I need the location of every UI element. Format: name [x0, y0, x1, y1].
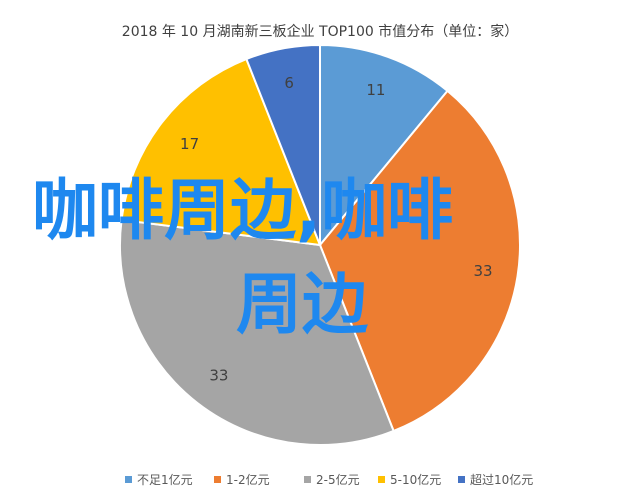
pie-slice-5-10	[120, 57, 322, 247]
legend-swatch	[214, 476, 221, 483]
legend-item-1-2: 1-2亿元	[214, 472, 270, 487]
legend-item-lt-1: 不足1亿元	[125, 472, 193, 487]
legend-swatch	[304, 476, 311, 483]
legend-swatch	[125, 476, 132, 483]
legend-label: 不足1亿元	[137, 472, 193, 487]
legend-label: 1-2亿元	[226, 472, 270, 487]
pie-slice-gt-10	[245, 43, 321, 246]
legend-label: 超过10亿元	[470, 472, 533, 487]
legend-label: 5-10亿元	[390, 472, 441, 487]
legend: 不足1亿元 1-2亿元 2-5亿元 5-10亿元 超过10亿元	[125, 472, 533, 487]
legend-item-2-5: 2-5亿元	[304, 472, 360, 487]
chart-title: 2018 年 10 月湖南新三板企业 TOP100 市值分布（单位：家）	[122, 23, 518, 40]
pie-slice-lt-1	[319, 43, 449, 248]
legend-label: 2-5亿元	[316, 472, 360, 487]
watermark-text-line2: 周边	[236, 266, 368, 343]
pie-slices	[119, 43, 521, 446]
pie-slice-2-5	[119, 218, 395, 446]
data-label-lt-1: 11	[366, 81, 385, 99]
legend-item-5-10: 5-10亿元	[378, 472, 441, 487]
legend-item-gt-10: 超过10亿元	[458, 472, 533, 487]
data-label-2-5: 33	[209, 366, 228, 384]
data-label-5-10: 17	[180, 135, 199, 153]
legend-swatch	[458, 476, 465, 483]
data-label-gt-10: 6	[284, 74, 294, 92]
data-label-1-2: 33	[473, 262, 492, 280]
pie-slice-1-2	[318, 89, 521, 433]
legend-swatch	[378, 476, 385, 483]
pie-data-labels: 11 33 33 17 6	[180, 74, 492, 384]
watermark-text-line1: 咖啡周边,咖啡	[32, 172, 454, 249]
